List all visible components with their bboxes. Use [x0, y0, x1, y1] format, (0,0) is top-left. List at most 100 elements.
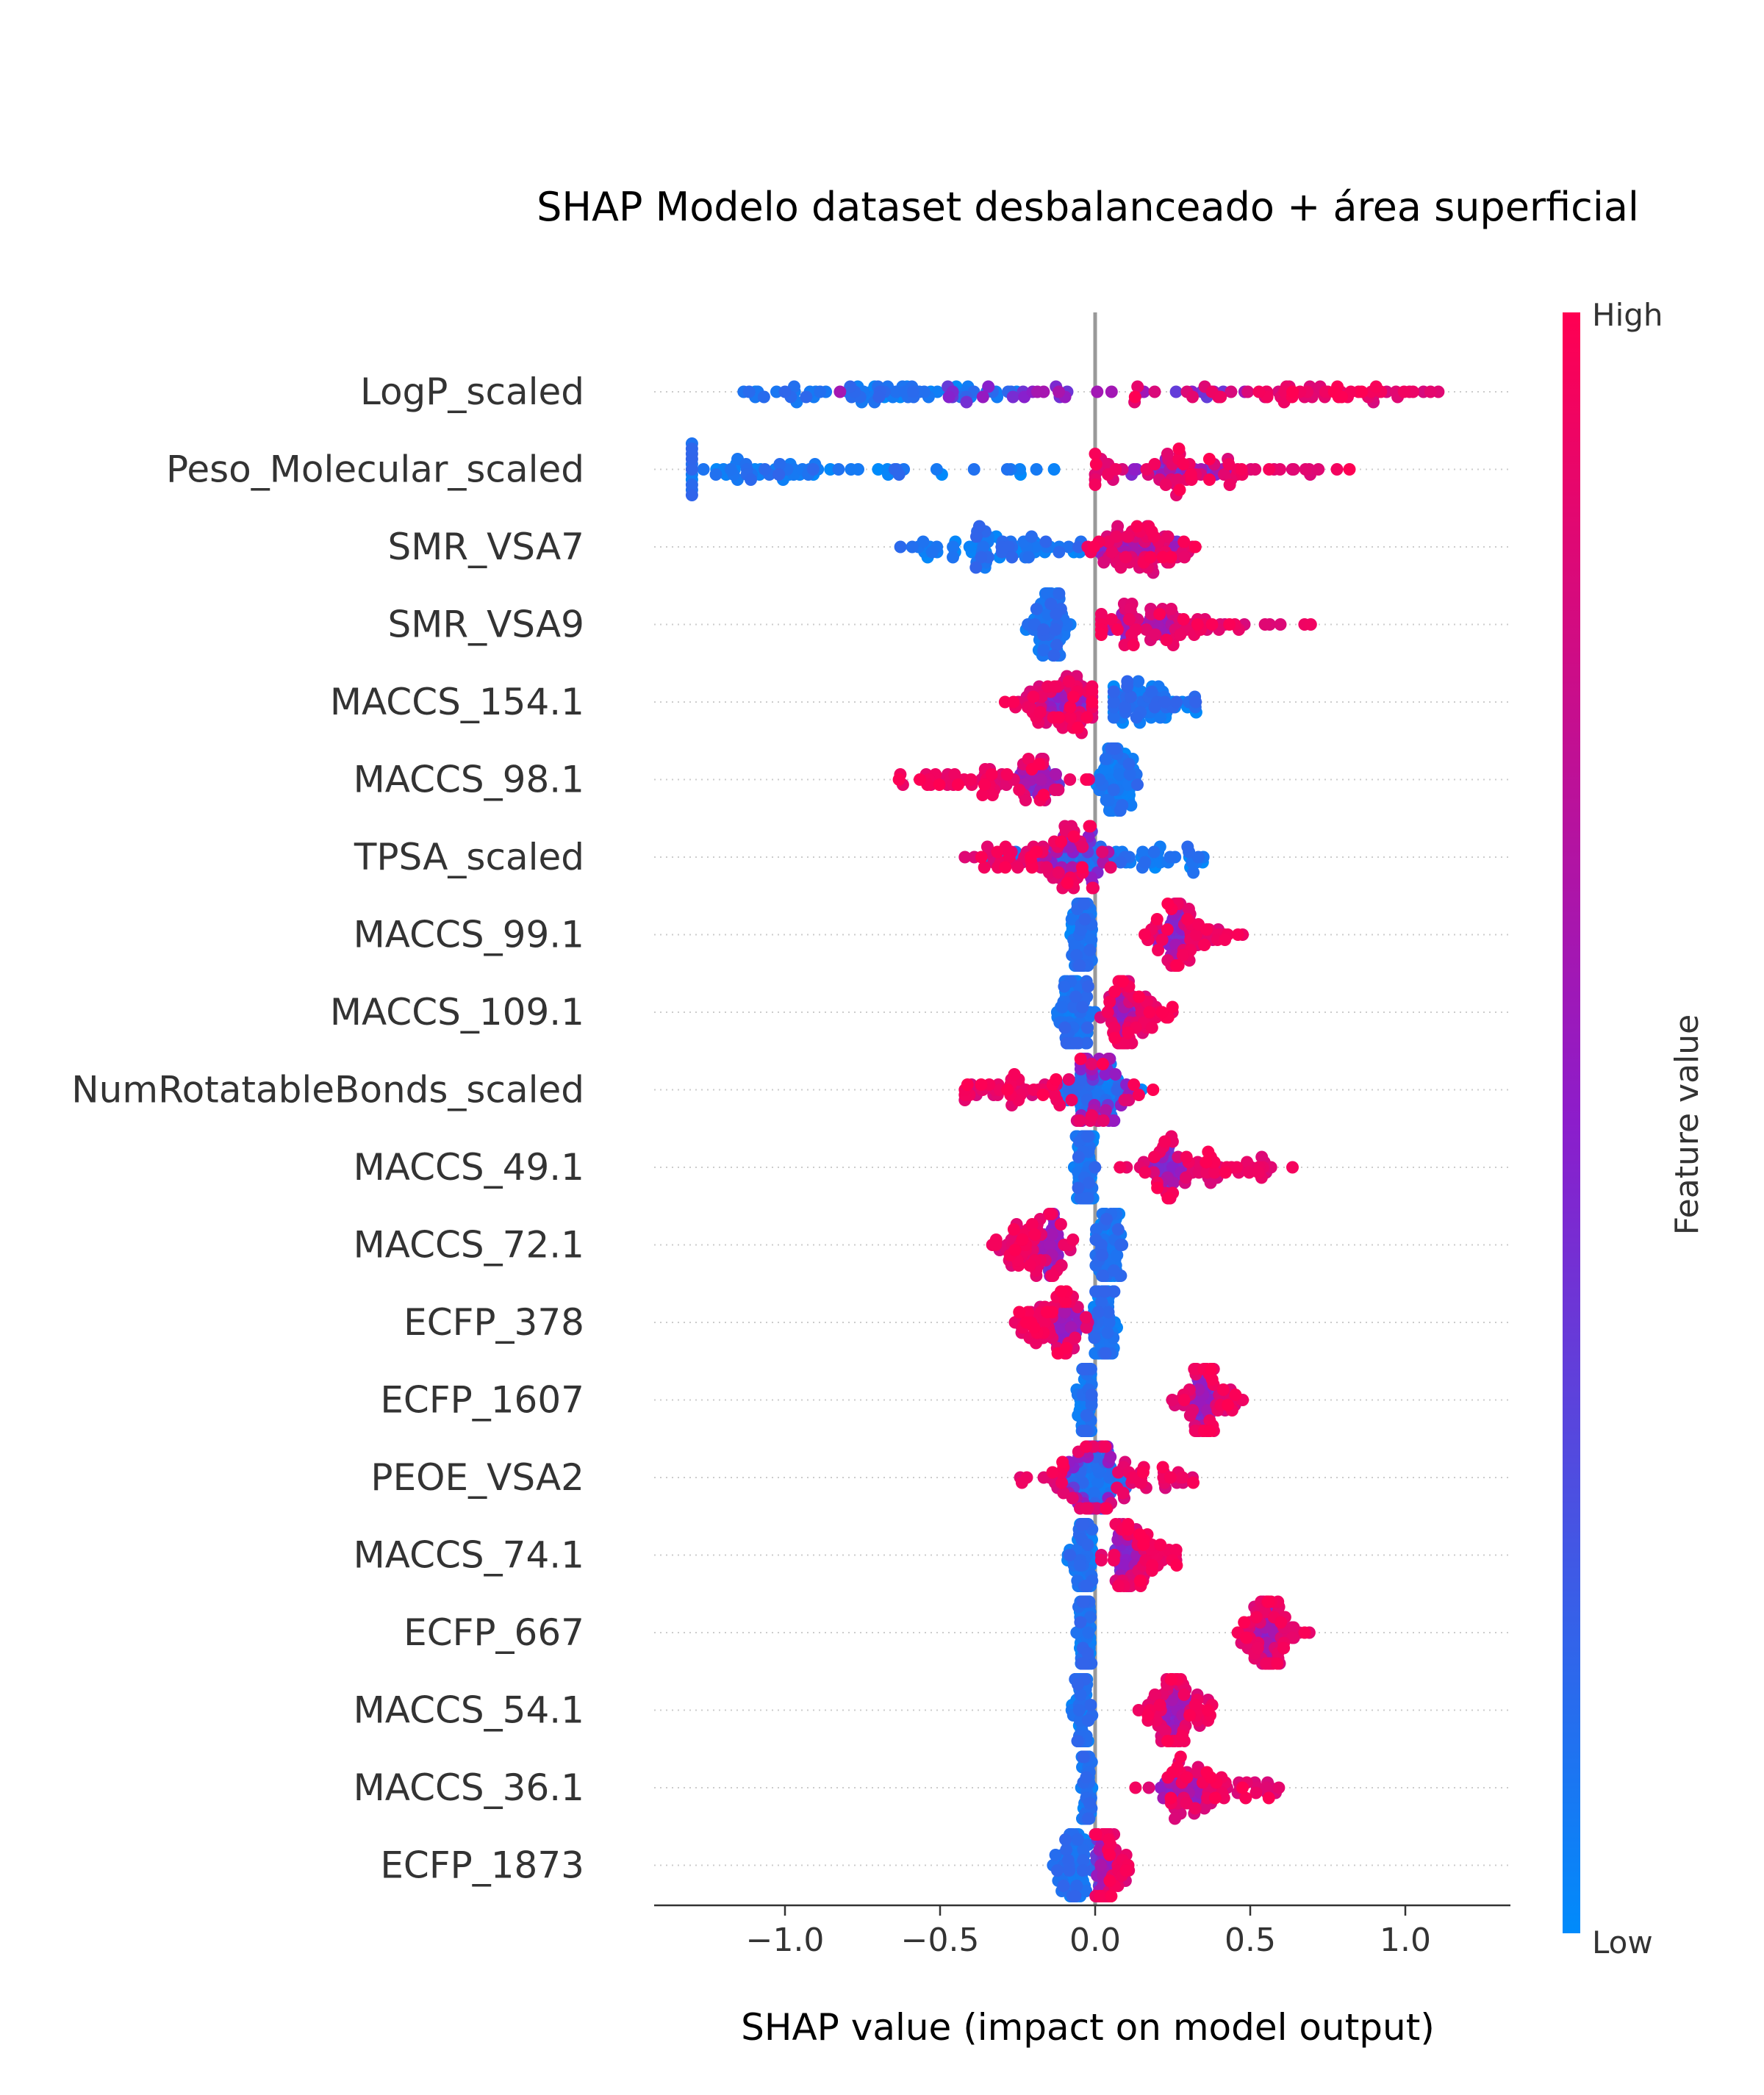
shap-point: [1116, 975, 1129, 988]
shap-point: [1028, 1228, 1041, 1241]
shap-point: [1139, 1166, 1152, 1179]
shap-point: [1030, 463, 1043, 476]
shap-point: [1060, 1844, 1073, 1856]
shap-point: [1141, 1709, 1155, 1722]
shap-point: [1087, 540, 1100, 554]
shap-point: [1055, 1476, 1068, 1489]
shap-point: [1061, 876, 1074, 889]
shap-point: [980, 840, 994, 853]
shap-point: [1127, 1078, 1141, 1091]
shap-point: [1039, 535, 1053, 548]
shap-point: [1136, 1466, 1150, 1479]
colorbar-low-label: Low: [1592, 1924, 1653, 1960]
shap-point: [1166, 1394, 1179, 1406]
shap-point: [1122, 758, 1136, 770]
shap-point: [1174, 628, 1187, 641]
shap-point: [1019, 794, 1032, 806]
shap-point: [892, 468, 906, 481]
shap-point: [1050, 768, 1062, 781]
shap-point: [1133, 990, 1146, 1003]
shap-point: [1114, 856, 1127, 869]
shap-point: [1107, 685, 1120, 698]
shap-point: [1182, 903, 1195, 915]
shap-point: [697, 463, 710, 476]
shap-point: [1287, 463, 1300, 476]
shap-point: [1188, 1802, 1202, 1815]
shap-point: [1103, 1849, 1116, 1861]
shap-point: [1080, 711, 1094, 724]
shap-point: [1064, 701, 1077, 714]
shap-point: [1083, 820, 1096, 833]
shap-point: [1299, 463, 1312, 476]
shap-point: [1118, 639, 1131, 651]
shap-point: [1166, 1000, 1179, 1014]
shap-point: [1152, 944, 1165, 956]
feature-label-maccs-49-1: MACCS_49.1: [354, 1146, 584, 1189]
shap-point: [1125, 799, 1138, 812]
shap-point: [1204, 1176, 1217, 1189]
shap-point: [1089, 1161, 1102, 1174]
shap-point: [1080, 1321, 1093, 1334]
shap-point: [1205, 618, 1219, 631]
shap-point: [1089, 1828, 1102, 1841]
shap-point: [1008, 1068, 1021, 1081]
shap-point: [1086, 881, 1099, 895]
shap-point: [1127, 463, 1141, 476]
shap-point: [1000, 463, 1014, 476]
shap-point: [1304, 618, 1317, 631]
shap-point: [1096, 845, 1109, 859]
shap-point: [1223, 618, 1236, 631]
shap-point: [1250, 1786, 1263, 1799]
shap-point: [947, 540, 960, 554]
shap-point: [1084, 1611, 1097, 1624]
shap-point: [1121, 530, 1134, 543]
feature-points-maccs-98-1: [892, 742, 1144, 817]
shap-point: [985, 768, 998, 781]
shap-point: [1050, 1073, 1063, 1086]
shap-point: [1177, 458, 1190, 470]
shap-point: [1191, 618, 1204, 631]
x-tick-label: −0.5: [901, 1922, 980, 1959]
shap-point: [1076, 840, 1089, 853]
shap-point: [1013, 1306, 1026, 1319]
shap-point: [1064, 1321, 1078, 1334]
shap-point: [1044, 598, 1058, 610]
shap-point: [1277, 1641, 1291, 1655]
shap-point: [1132, 1089, 1145, 1101]
shap-point: [1037, 644, 1050, 656]
shap-point: [1072, 1678, 1084, 1691]
shap-point: [1077, 1844, 1090, 1856]
shap-point: [1208, 1166, 1222, 1179]
shap-point: [1145, 1021, 1158, 1034]
shap-point: [1050, 639, 1064, 651]
shap-point: [1105, 613, 1118, 626]
shap-point: [1181, 913, 1194, 925]
shap-point: [1111, 1223, 1125, 1236]
shap-point: [1202, 1704, 1214, 1716]
shap-point: [1081, 1021, 1094, 1034]
shap-point: [1133, 1575, 1147, 1587]
shap-point: [1091, 1306, 1105, 1319]
shap-point: [1051, 1864, 1064, 1877]
shap-point: [1171, 473, 1184, 486]
shap-point: [1081, 980, 1094, 993]
shap-point: [1241, 1156, 1254, 1169]
shap-point: [1084, 1699, 1097, 1711]
shap-point: [1176, 949, 1189, 961]
shap-point: [1052, 866, 1065, 879]
shap-point: [759, 463, 772, 476]
shap-point: [1025, 530, 1038, 543]
shap-point: [1085, 1109, 1098, 1122]
shap-point: [1148, 458, 1161, 470]
shap-point: [1074, 1616, 1087, 1629]
shap-point: [745, 473, 757, 486]
shap-point: [1081, 1539, 1094, 1551]
shap-point: [685, 479, 698, 491]
shap-point: [1073, 1114, 1086, 1127]
shap-point: [942, 390, 956, 404]
shap-point: [724, 463, 737, 476]
shap-point: [1223, 479, 1236, 491]
shap-point: [1013, 784, 1026, 796]
shap-point: [757, 390, 770, 404]
shap-point: [1047, 1269, 1060, 1282]
